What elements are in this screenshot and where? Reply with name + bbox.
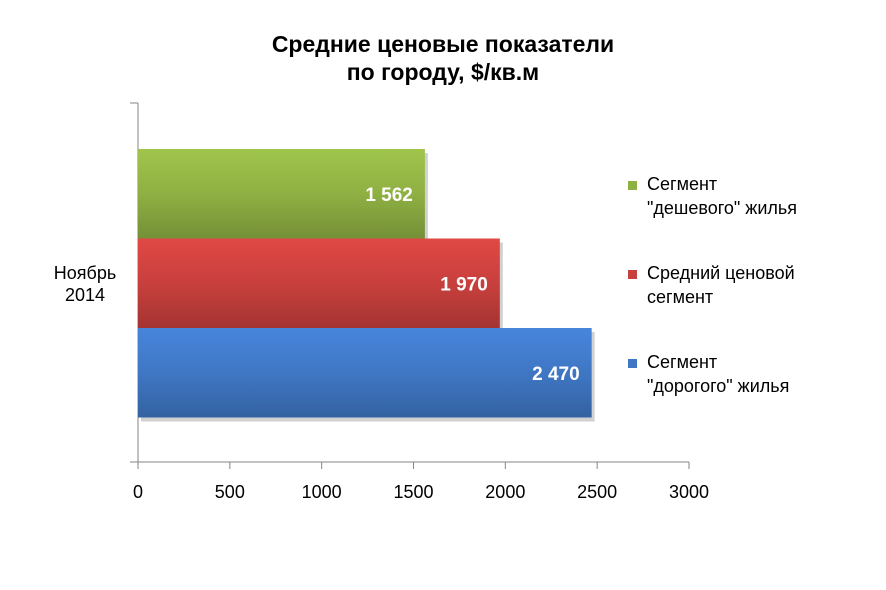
legend-label-cheap: Сегмент "дешевого" жилья — [647, 174, 798, 218]
x-tick-label: 2000 — [485, 482, 525, 502]
x-tick-label: 1000 — [302, 482, 342, 502]
chart-title-line-2: по городу, $/кв.м — [346, 59, 540, 85]
x-tick-label: 1500 — [393, 482, 433, 502]
category-label: Ноябрь 2014 — [53, 263, 117, 305]
bar — [138, 149, 425, 239]
x-tick-label: 0 — [133, 482, 143, 502]
legend-label-middle: Средний ценовой сегмент — [647, 263, 795, 307]
data-label: 2 470 — [532, 364, 580, 385]
x-tick-label: 3000 — [669, 482, 709, 502]
bar — [138, 238, 500, 328]
legend-marker-cheap — [628, 181, 637, 190]
data-label: 1 970 — [440, 274, 488, 295]
legend-label-expensive: Сегмент "дорогого" жилья — [647, 352, 790, 396]
x-tick-label: 500 — [215, 482, 245, 502]
x-tick-label: 2500 — [577, 482, 617, 502]
legend-marker-middle — [628, 270, 637, 279]
legend-marker-expensive — [628, 359, 637, 368]
data-label: 1 562 — [365, 185, 413, 206]
chart-title: Средние ценовые показатели по городу, $/… — [0, 30, 886, 86]
bar — [138, 328, 592, 418]
chart-title-line-1: Средние ценовые показатели — [271, 31, 615, 57]
